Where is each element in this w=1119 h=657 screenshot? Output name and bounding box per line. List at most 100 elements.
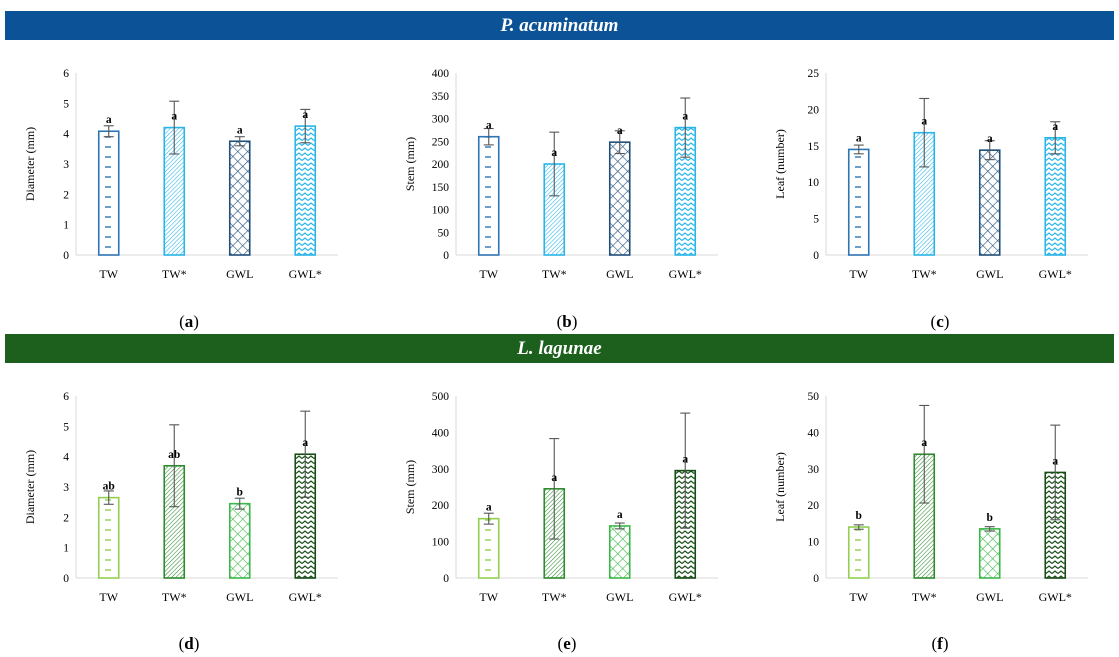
- x-tick-label: TW*: [162, 267, 187, 281]
- y-tick-label: 400: [432, 68, 450, 80]
- y-tick-label: 0: [813, 250, 819, 262]
- y-tick-label: 6: [63, 391, 69, 403]
- significance-letter: a: [682, 454, 688, 466]
- bar: [477, 517, 500, 579]
- bar: [228, 502, 251, 579]
- y-tick-label: 200: [432, 159, 450, 171]
- chart-c-leaf: 0 5 10 15 20 25 Leaf (number) a TW a TW* a GWL a GWL*: [773, 68, 1088, 281]
- y-tick-label: 0: [443, 573, 449, 585]
- y-tick-label: 300: [432, 464, 450, 476]
- x-tick-label: GWL*: [289, 590, 322, 604]
- panel-label-d: (d): [178, 634, 200, 653]
- y-tick-label: 100: [432, 205, 450, 217]
- x-tick-label: TW*: [542, 267, 567, 281]
- significance-letter: a: [1052, 121, 1058, 133]
- x-tick-label: TW*: [912, 590, 937, 604]
- y-tick-label: 100: [432, 537, 450, 549]
- y-tick-label: 50: [438, 227, 450, 239]
- bar: [847, 148, 870, 256]
- bar: [97, 496, 120, 579]
- panel-label-e: (e): [557, 634, 577, 653]
- chart-a-diameter: 0 1 2 3 4 5 6 Diameter (mm) a TW a TW* a GWL a GWL*: [23, 68, 338, 281]
- y-tick-label: 40: [808, 427, 820, 439]
- bar: [97, 130, 120, 256]
- y-tick-label: 3: [63, 159, 69, 171]
- x-tick-label: GWL: [226, 267, 253, 281]
- y-tick-label: 5: [63, 98, 69, 110]
- y-tick-label: 5: [813, 214, 819, 226]
- y-tick-label: 4: [63, 129, 69, 141]
- y-tick-label: 20: [808, 104, 820, 116]
- x-tick-label: TW*: [912, 267, 937, 281]
- y-axis-label: Stem (mm): [403, 460, 417, 514]
- species-band-top: P. acuminatum: [5, 11, 1114, 40]
- significance-letter: a: [551, 472, 557, 484]
- y-tick-label: 6: [63, 68, 69, 80]
- significance-letter: ab: [103, 481, 115, 493]
- y-tick-label: 200: [432, 500, 450, 512]
- x-tick-label: TW: [99, 267, 118, 281]
- significance-letter: a: [617, 509, 623, 521]
- significance-letter: a: [1052, 455, 1058, 467]
- x-tick-label: TW: [849, 590, 868, 604]
- x-tick-label: GWL: [226, 590, 253, 604]
- x-tick-label: GWL*: [669, 267, 702, 281]
- y-tick-label: 30: [808, 464, 820, 476]
- significance-letter: ab: [168, 449, 180, 461]
- bar: [228, 140, 251, 256]
- y-tick-label: 0: [63, 250, 69, 262]
- y-tick-label: 50: [808, 391, 820, 403]
- y-tick-label: 5: [63, 421, 69, 433]
- y-tick-label: 1: [63, 543, 69, 555]
- y-tick-label: 1: [63, 220, 69, 232]
- x-tick-label: TW: [479, 267, 498, 281]
- y-tick-label: 0: [813, 573, 819, 585]
- panel-label-c: (c): [930, 312, 950, 331]
- x-tick-label: TW: [849, 267, 868, 281]
- y-axis-label: Leaf (number): [773, 129, 787, 199]
- x-tick-label: GWL: [606, 267, 633, 281]
- significance-letter: a: [551, 147, 557, 159]
- panel-label-f: (f): [931, 634, 949, 653]
- y-tick-label: 500: [432, 391, 450, 403]
- y-tick-label: 25: [808, 68, 820, 80]
- significance-letter: a: [856, 132, 862, 144]
- x-tick-label: TW*: [162, 590, 187, 604]
- x-tick-label: TW: [479, 590, 498, 604]
- panel-label-a: (a): [179, 312, 199, 331]
- x-tick-label: GWL*: [669, 590, 702, 604]
- significance-letter: b: [237, 487, 243, 499]
- y-tick-label: 400: [432, 427, 450, 439]
- chart-d-diameter: 0 1 2 3 4 5 6 Diameter (mm) ab TW ab TW* b GWL a GWL*: [23, 391, 338, 604]
- chart-e-stem: 0 100 200 300 400 500 Stem (mm) a TW a TW* a GWL a GWL…: [403, 391, 718, 604]
- y-tick-label: 20: [808, 500, 820, 512]
- bar: [978, 149, 1001, 256]
- x-tick-label: GWL: [606, 590, 633, 604]
- species-title-top: P. acuminatum: [500, 14, 619, 36]
- y-tick-label: 15: [808, 141, 820, 153]
- x-tick-label: GWL*: [1039, 590, 1072, 604]
- species-band-bottom: L. lagunae: [5, 334, 1114, 363]
- significance-letter: a: [921, 437, 927, 449]
- chart-f-leaf: 0 10 20 30 40 50 Leaf (number) b TW a TW* b GWL a GWL*: [773, 391, 1088, 604]
- y-axis-label: Diameter (mm): [23, 127, 37, 201]
- significance-letter: a: [486, 120, 492, 132]
- y-tick-label: 10: [808, 177, 820, 189]
- significance-letter: b: [987, 512, 993, 524]
- significance-letter: a: [171, 111, 177, 123]
- y-tick-label: 2: [63, 189, 69, 201]
- significance-letter: a: [617, 125, 623, 137]
- significance-letter: a: [302, 109, 308, 121]
- y-tick-label: 350: [432, 91, 450, 103]
- y-tick-label: 0: [443, 250, 449, 262]
- x-tick-label: GWL*: [1039, 267, 1072, 281]
- y-tick-label: 250: [432, 136, 450, 148]
- bar: [608, 525, 631, 579]
- significance-letter: a: [237, 124, 243, 136]
- x-tick-label: TW*: [542, 590, 567, 604]
- significance-letter: a: [921, 116, 927, 128]
- y-tick-label: 300: [432, 114, 450, 126]
- significance-letter: a: [486, 502, 492, 514]
- chart-b-stem: 0 50 100 150 200 250 300 350 400 Stem (mm) a TW a TW*…: [403, 68, 718, 281]
- y-tick-label: 2: [63, 512, 69, 524]
